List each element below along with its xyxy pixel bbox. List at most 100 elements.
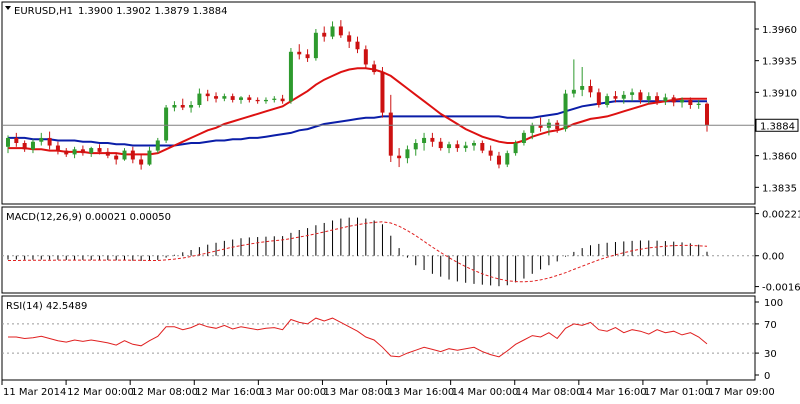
candle-body — [180, 105, 185, 108]
candle-body — [530, 125, 535, 133]
candle-body — [122, 150, 127, 160]
rsi-tick-label: 100 — [764, 298, 783, 309]
candle-body — [605, 96, 610, 105]
macd-tick-label: 0.00221 — [762, 210, 800, 221]
candle-body — [571, 89, 576, 94]
candle — [413, 139, 418, 156]
candle — [313, 29, 318, 61]
time-tick-label: 14 Mar 08:00 — [516, 387, 583, 398]
candle-body — [14, 137, 19, 143]
candle — [621, 91, 626, 104]
candle — [255, 97, 260, 104]
candle-body — [555, 122, 560, 130]
candle — [671, 94, 676, 107]
candle-body — [671, 97, 676, 103]
candle — [147, 146, 152, 166]
candle-layer — [6, 20, 709, 170]
macd-panel[interactable]: 0.00221 0.00 -0.00162 MACD(12,26,9) 0.0002… — [1, 206, 800, 294]
candle-body — [30, 141, 35, 150]
candle-body — [55, 145, 60, 151]
candle — [305, 49, 310, 62]
candle-body — [189, 105, 194, 108]
candle — [47, 131, 52, 150]
candle-body — [488, 150, 493, 156]
time-tick-label: 13 Mar 16:00 — [388, 387, 455, 398]
rsi-panel[interactable]: 100 70 30 0 RSI(14) 42.5489 — [1, 295, 783, 382]
candle — [105, 148, 110, 159]
candle-body — [688, 99, 693, 105]
candle-body — [230, 96, 235, 100]
candle-body — [447, 144, 452, 149]
candle — [239, 96, 243, 104]
candle — [563, 89, 568, 132]
candle — [580, 67, 585, 97]
time-tick-label: 14 Mar 16:00 — [580, 387, 647, 398]
price-tick-label: 1.3860 — [762, 152, 797, 163]
candle-body — [613, 96, 618, 99]
price-panel-frame — [1, 1, 756, 205]
candle — [397, 148, 402, 168]
candle-body — [638, 92, 643, 100]
candle-body — [155, 140, 160, 151]
candle — [22, 140, 27, 152]
candle — [72, 146, 77, 159]
candle-body — [22, 143, 27, 150]
candle-body — [272, 98, 277, 100]
time-tick-label: 12 Mar 16:00 — [195, 387, 262, 398]
rsi-levels — [2, 323, 755, 354]
candle-body — [72, 149, 77, 155]
candle — [338, 20, 343, 38]
candle-body — [472, 143, 476, 146]
dropdown-arrow-icon[interactable] — [5, 6, 11, 10]
macd-tick-label: -0.00162 — [762, 283, 800, 294]
candle-body — [147, 150, 152, 165]
candle-body — [47, 137, 52, 146]
rsi-tick-label: 0 — [764, 371, 770, 382]
candle — [663, 93, 668, 105]
candle — [488, 145, 493, 161]
candle — [455, 140, 460, 152]
price-panel[interactable]: 1.3960 1.3935 1.3910 1.3860 1.3835 1.3884 EU… — [1, 1, 799, 205]
candle-body — [388, 112, 393, 156]
candle-body — [580, 86, 585, 90]
rsi-tick-label: 70 — [764, 320, 777, 331]
candle-body — [430, 137, 435, 142]
candle — [655, 92, 660, 105]
candle — [189, 101, 194, 113]
candle-body — [347, 35, 352, 42]
candle-body — [105, 151, 110, 156]
symbol-timeframe: EURUSD,H1 — [14, 6, 73, 17]
candle-body — [239, 97, 243, 100]
time-tick-label: 17 Mar 09:00 — [708, 387, 775, 398]
time-tick-label: 11 Mar 2014 — [3, 387, 66, 398]
candle — [538, 117, 543, 132]
candle-body — [563, 93, 568, 130]
price-tick-label: 1.3960 — [762, 25, 797, 36]
candle — [630, 88, 635, 102]
candle-body — [39, 137, 44, 142]
candle — [696, 99, 701, 109]
candle — [430, 132, 435, 147]
candle — [463, 141, 468, 152]
candle — [214, 92, 219, 103]
candle — [14, 132, 19, 147]
chart-header: EURUSD,H1 1.3900 1.3902 1.3879 1.3884 — [5, 6, 228, 17]
macd-axis: 0.00221 0.00 -0.00162 — [755, 210, 800, 294]
price-tick-label: 1.3935 — [762, 57, 797, 68]
candle-body — [380, 72, 385, 113]
candle — [705, 102, 709, 132]
candle — [164, 105, 169, 143]
candle — [447, 141, 452, 154]
candle-body — [139, 159, 144, 165]
candle — [347, 31, 352, 48]
candle — [30, 139, 35, 154]
candle-body — [80, 149, 85, 154]
current-price-tag: 1.3884 — [755, 118, 799, 132]
candle — [571, 59, 576, 98]
candle-body — [89, 148, 94, 154]
candle-body — [588, 86, 593, 93]
candle — [363, 45, 368, 69]
candle-body — [630, 92, 635, 95]
